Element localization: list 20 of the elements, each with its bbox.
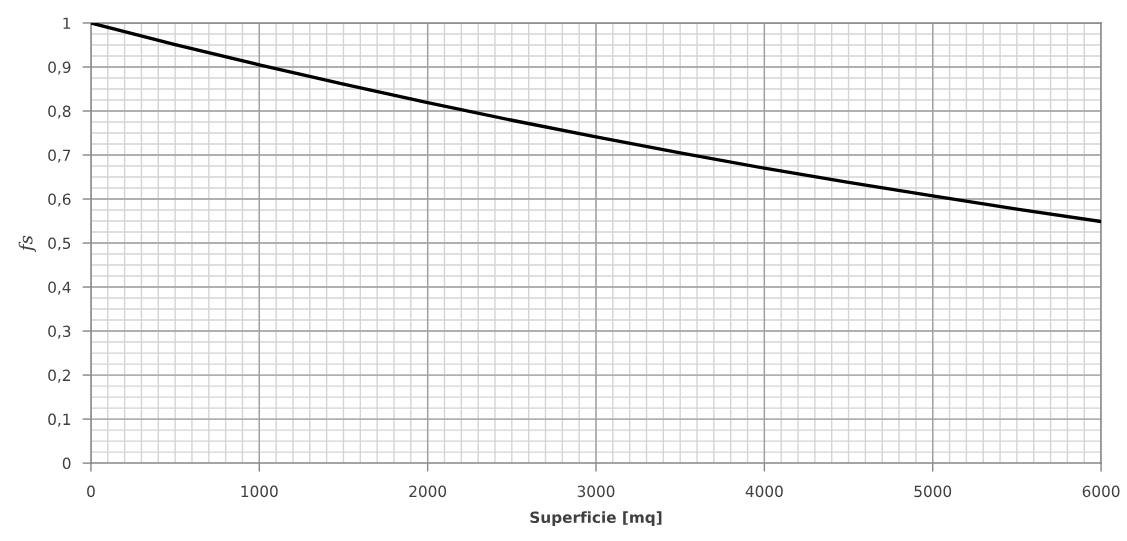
- x-tick-label: 2000: [409, 485, 447, 498]
- x-tick-label: 5000: [914, 485, 952, 498]
- y-tick-label: 0,7: [48, 149, 71, 163]
- x-tick-label: 6000: [1082, 485, 1120, 498]
- y-tick-label: 0,2: [48, 369, 70, 383]
- y-tick-label: 0,6: [48, 193, 71, 207]
- x-tick-label: 3000: [577, 485, 615, 498]
- y-tick-label: 0,5: [48, 237, 71, 251]
- x-tick-label: 0: [87, 485, 95, 498]
- y-tick-label: 0,9: [48, 61, 71, 75]
- y-tick-label: 0: [62, 457, 71, 470]
- y-tick-label: 0,3: [48, 325, 71, 339]
- y-tick-label: 0,8: [48, 105, 71, 119]
- x-axis-title: Superficie [mq]: [530, 511, 662, 526]
- y-tick-label: 0,4: [48, 281, 71, 295]
- y-tick-label: 0,1: [48, 413, 71, 427]
- y-tick-label: 1: [63, 17, 71, 29]
- x-tick-label: 1000: [241, 485, 278, 498]
- y-axis-title: fs: [18, 235, 37, 253]
- x-tick-label: 4000: [745, 485, 783, 498]
